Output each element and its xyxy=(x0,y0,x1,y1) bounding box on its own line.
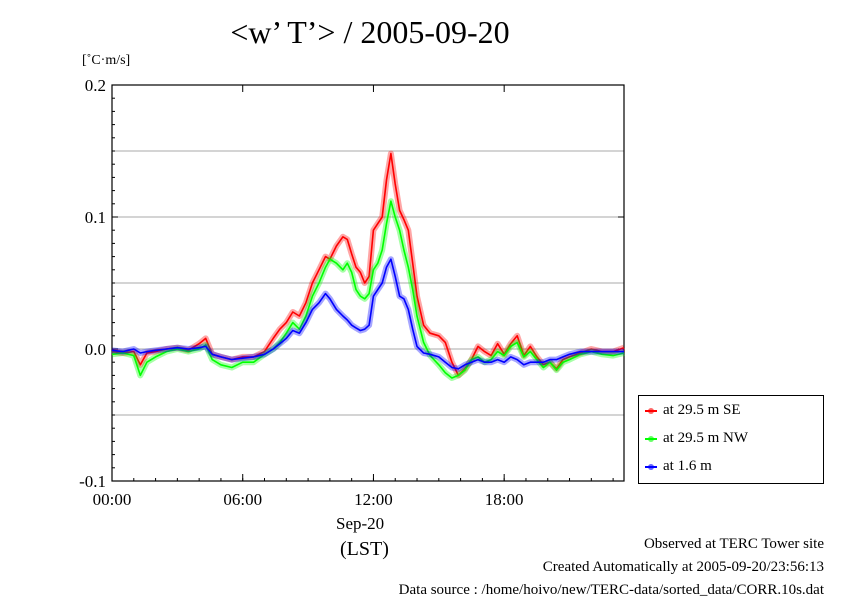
legend-label-low: at 1.6 m xyxy=(663,458,712,474)
x-axis-timezone-label: (LST) xyxy=(340,538,389,560)
x-tick-label: 18:00 xyxy=(485,490,524,509)
y-tick-label: -0.1 xyxy=(79,472,106,491)
x-tick-label: 00:00 xyxy=(93,490,132,509)
legend-item-low: at 1.6 m xyxy=(645,458,712,475)
y-tick-label: 0.0 xyxy=(85,340,106,359)
legend-item-se: at 29.5 m SE xyxy=(645,402,741,419)
legend-item-nw: at 29.5 m NW xyxy=(645,430,748,447)
legend-swatch-low xyxy=(645,463,657,470)
y-tick-label: 0.2 xyxy=(85,76,106,95)
footer-site: Observed at TERC Tower site xyxy=(643,536,824,552)
legend-swatch-se xyxy=(645,407,657,414)
footer-created: Created Automatically at 2005-09-20/23:5… xyxy=(542,559,824,575)
x-tick-label: 06:00 xyxy=(223,490,262,509)
legend-label-se: at 29.5 m SE xyxy=(663,402,741,418)
series-line-1 xyxy=(111,200,625,379)
x-tick-label: 12:00 xyxy=(354,490,393,509)
y-axis-unit-label: [˚C·m/s] xyxy=(82,53,131,68)
footer-source: Data source : /home/hoivo/new/TERC-data/… xyxy=(398,582,824,598)
x-axis-date-label: Sep-20 xyxy=(336,514,385,533)
series-line-2 xyxy=(111,258,624,370)
series-band-0 xyxy=(111,150,626,379)
chart-title: <w’ T’> / 2005-09-20 xyxy=(230,14,510,50)
legend-label-nw: at 29.5 m NW xyxy=(663,430,748,446)
y-tick-label: 0.1 xyxy=(85,208,106,227)
legend: at 29.5 m SE at 29.5 m NW at 1.6 m xyxy=(638,395,824,484)
legend-swatch-nw xyxy=(645,435,657,442)
